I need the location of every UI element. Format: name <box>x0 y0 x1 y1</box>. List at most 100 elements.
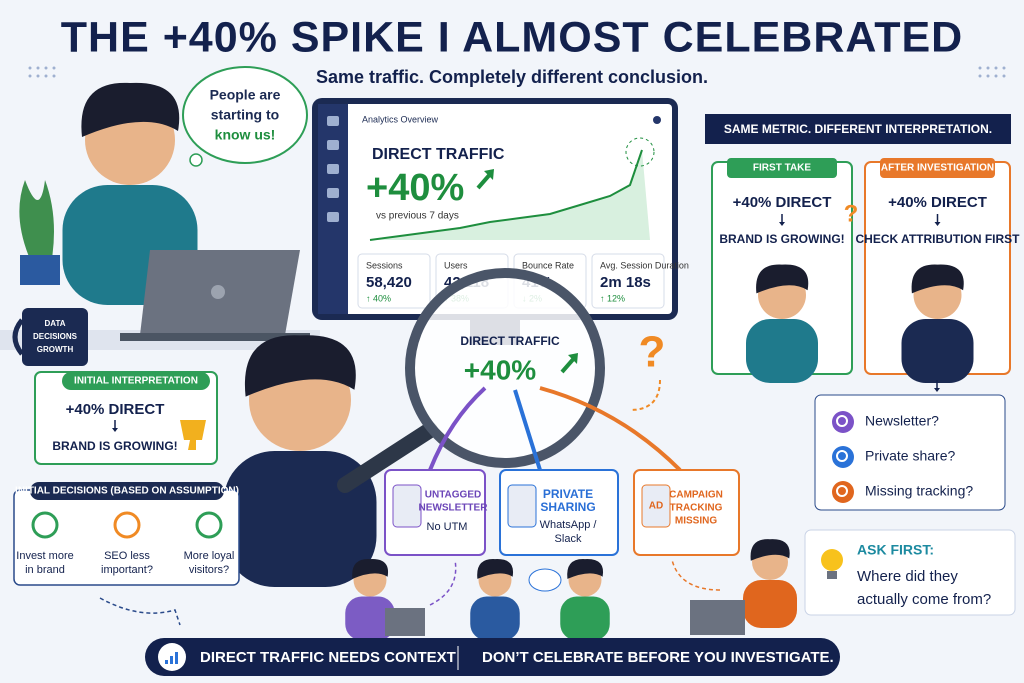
badge-text: INITIAL DECISIONS (BASED ON ASSUMPTION) <box>15 486 239 497</box>
person-body <box>345 596 395 641</box>
stat-change: ↑ 12% <box>600 293 625 303</box>
chat-bubble <box>528 568 562 592</box>
source-icon <box>507 484 537 528</box>
badge <box>880 158 995 178</box>
footer-icon-bar <box>165 660 168 664</box>
footer-icon-bar <box>170 656 173 664</box>
laptop-base <box>120 333 310 341</box>
person-hair <box>567 559 604 579</box>
source-detail: No UTM <box>427 521 468 533</box>
decision-text: More loyal <box>184 550 235 562</box>
source-icon <box>641 484 671 528</box>
source-title: CAMPAIGN <box>669 490 723 501</box>
dot <box>1002 74 1006 78</box>
person-hair <box>244 335 356 397</box>
sidebar <box>318 104 348 314</box>
mug-handle <box>12 318 25 356</box>
sidebar-icon <box>327 164 339 174</box>
magnifier-value: +40% <box>464 354 536 385</box>
decision-icon <box>195 511 223 539</box>
source-arrow <box>513 389 542 471</box>
badge-text: INITIAL INTERPRETATION <box>74 376 198 387</box>
dashboard-menu <box>653 116 661 124</box>
dot <box>986 66 990 70</box>
dot <box>994 74 998 78</box>
dashboard-header: Analytics Overview <box>362 114 439 124</box>
dashed-arrow <box>99 597 181 626</box>
metric-value: +40% <box>366 167 464 209</box>
stat-change: ↑ 40% <box>366 293 391 303</box>
subtitle: Same traffic. Completely different concl… <box>316 67 708 87</box>
dot <box>1002 66 1006 70</box>
badge-text: AFTER INVESTIGATION <box>881 163 994 174</box>
source-detail: Slack <box>555 533 582 545</box>
question: Missing tracking? <box>865 483 973 499</box>
stat-value: 58,420 <box>366 274 412 291</box>
laptop <box>385 608 425 636</box>
down-arrow-head <box>112 428 118 432</box>
dot <box>52 74 56 78</box>
thought-dot <box>189 153 203 167</box>
decision-text: important? <box>101 564 153 576</box>
mug-text: DATA <box>44 319 65 328</box>
stat-label: Avg. Session Duration <box>600 260 689 270</box>
question-mark: ? <box>639 328 666 377</box>
comparison-header <box>705 114 1011 144</box>
source-title: PRIVATE <box>543 487 593 501</box>
question-icon <box>832 411 854 433</box>
stat-label: Bounce Rate <box>522 260 574 270</box>
plant <box>19 180 54 270</box>
spike-highlight <box>625 137 655 167</box>
person-body <box>560 596 610 641</box>
dot <box>28 66 32 70</box>
decision-icon <box>31 511 59 539</box>
sparkline-area <box>370 150 650 240</box>
stat-label: Sessions <box>366 260 403 270</box>
metric: +40% DIRECT <box>733 194 832 211</box>
dot <box>52 66 56 70</box>
down-arrow-head <box>934 222 941 226</box>
conclusion: CHECK ATTRIBUTION FIRST <box>856 232 1021 246</box>
bubble-text: starting to <box>211 107 279 123</box>
mug-text: GROWTH <box>37 345 74 354</box>
dot <box>978 66 982 70</box>
footer-bar <box>145 638 840 676</box>
dot <box>44 66 48 70</box>
ask-box <box>804 529 1016 616</box>
sidebar-icon <box>327 116 339 126</box>
stat-card <box>357 253 431 309</box>
down-arrow-head <box>934 388 940 392</box>
magnifier <box>405 268 605 468</box>
dashed-arrow <box>429 559 457 606</box>
laptop <box>690 600 745 635</box>
dot <box>44 74 48 78</box>
metric: +40% DIRECT <box>888 194 987 211</box>
down-arrow-head <box>779 222 785 226</box>
dashed-arrow <box>629 379 661 411</box>
comparison-title: SAME METRIC. DIFFERENT INTERPRETATION. <box>724 122 992 136</box>
metric: +40% DIRECT <box>66 401 165 418</box>
bubble-text: People are <box>210 87 281 103</box>
trend-arrow-head <box>484 169 494 180</box>
stat-card <box>591 253 665 309</box>
bulb-base <box>827 571 837 579</box>
source-icon-text: AD <box>649 501 663 512</box>
person-body <box>743 580 797 628</box>
question-mark: ? <box>844 200 859 227</box>
person-hair <box>352 559 389 579</box>
person-hair <box>750 539 790 561</box>
metric-label: DIRECT TRAFFIC <box>372 146 505 163</box>
question-icon-lens <box>836 485 848 497</box>
source-title: SHARING <box>540 500 595 514</box>
dot <box>28 74 32 78</box>
question-icon-lens <box>836 415 848 427</box>
mug <box>22 308 88 366</box>
source-title: NEWSLETTER <box>419 503 489 514</box>
conclusion: BRAND IS GROWING! <box>52 439 177 453</box>
dot <box>978 74 982 78</box>
question-icon <box>832 481 854 503</box>
badge <box>62 372 210 390</box>
magnifier-label: DIRECT TRAFFIC <box>460 334 560 348</box>
